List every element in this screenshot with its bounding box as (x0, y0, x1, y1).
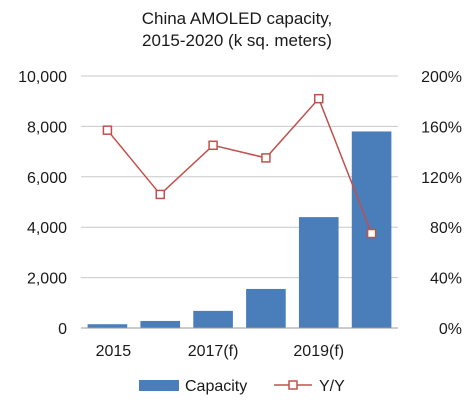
left-tick-label: 6,000 (27, 170, 67, 187)
right-tick-label: 160% (421, 119, 462, 136)
x-tick-label: 2019(f) (293, 343, 344, 360)
yy-polyline (106, 97, 373, 234)
gridlines (81, 75, 398, 279)
right-tick-label: 40% (430, 271, 462, 288)
x-tick-label: 2015 (96, 343, 132, 360)
capacity-bar (246, 288, 286, 328)
yy-marker (314, 93, 324, 104)
capacity-bar (87, 324, 128, 328)
legend: Capacity Y/Y (139, 378, 345, 395)
chart-title-line-1: China AMOLED capacity, (142, 9, 333, 28)
legend-yy-marker-swatch (288, 380, 298, 390)
right-axis-tick-labels: 0% 40% 80% 120% 160% 200% (421, 69, 462, 338)
right-tick-label: 0% (439, 321, 462, 338)
yy-marker (102, 125, 113, 135)
yy-marker (366, 228, 377, 239)
right-tick-label: 80% (430, 220, 462, 237)
x-tick-label: 2017(f) (188, 343, 239, 360)
yy-marker (155, 189, 165, 200)
chart-title-line-2: 2015-2020 (k sq. meters) (142, 31, 332, 50)
yy-marker (261, 153, 271, 163)
left-tick-label: 8,000 (27, 119, 67, 136)
left-tick-label: 2,000 (27, 271, 67, 288)
right-tick-label: 200% (421, 69, 462, 86)
left-axis-tick-labels: 0 2,000 4,000 6,000 8,000 10,000 (18, 69, 67, 338)
yy-marker (208, 140, 218, 151)
legend-capacity-label: Capacity (185, 378, 247, 395)
legend-capacity-swatch (139, 380, 179, 391)
capacity-bar (140, 320, 181, 328)
right-tick-label: 120% (421, 170, 462, 187)
capacity-bar (298, 217, 339, 328)
capacity-bar (193, 310, 233, 328)
x-axis-tick-labels: 2015 2017(f) 2019(f) (96, 343, 344, 360)
yy-line-series (102, 93, 377, 239)
left-tick-label: 10,000 (18, 69, 67, 86)
legend-yy-label: Y/Y (319, 378, 345, 395)
left-tick-label: 0 (58, 321, 67, 338)
left-tick-label: 4,000 (27, 220, 67, 237)
